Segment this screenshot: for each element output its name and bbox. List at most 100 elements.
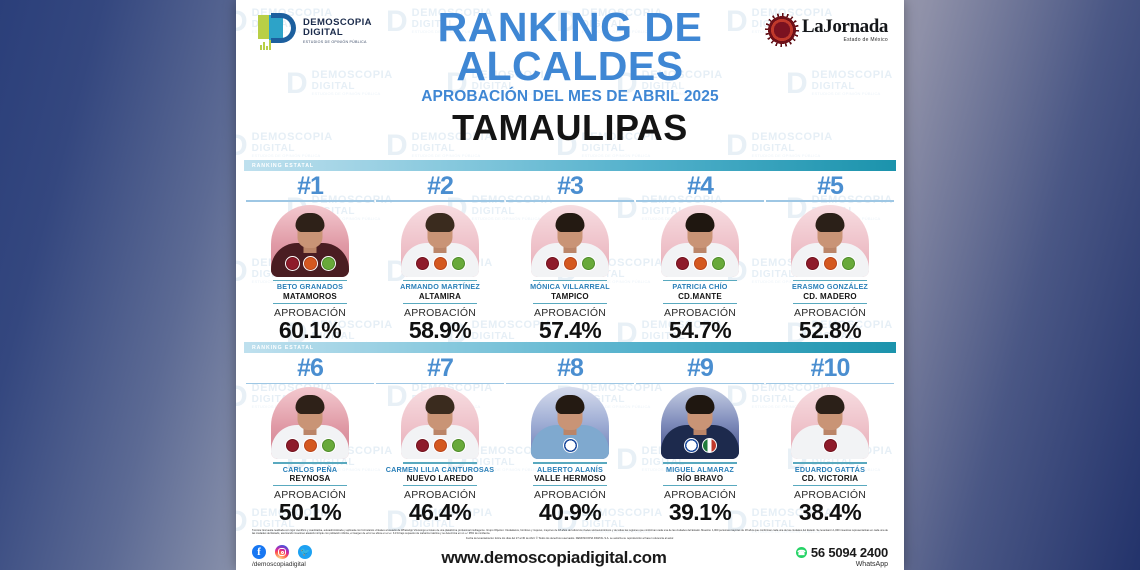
fineprint-rights: Fecha de levantamiento: Entre los días d…: [466, 537, 674, 541]
mayor-portrait: [271, 204, 349, 277]
mayor-name: CARLOS PEÑA: [282, 464, 338, 474]
ranking-card[interactable]: #6 CARLOS PEÑA REYNOSA APROBACIÓN 50.1%: [246, 355, 374, 524]
mayor-portrait: [791, 204, 869, 277]
city-divider: [273, 484, 347, 487]
party-logo-pt: [692, 255, 708, 271]
city-name: CD. VICTORIA: [801, 473, 859, 483]
party-logo-pt: [302, 438, 318, 454]
mayor-portrait: [401, 204, 479, 277]
rank-divider: [766, 200, 894, 202]
approval-value: 60.1%: [278, 316, 342, 343]
name-divider: [403, 279, 477, 282]
mayor-name: EDUARDO GATTÁS: [794, 464, 866, 474]
page-subtitle: APROBACIÓN DEL MES DE ABRIL 2025: [421, 88, 719, 106]
mayor-portrait: [661, 204, 739, 277]
approval-label: APROBACIÓN: [273, 306, 346, 319]
rank-number: #2: [427, 172, 454, 200]
city-name: REYNOSA: [289, 473, 331, 483]
mayor-name: MÓNICA VILLARREAL: [530, 282, 610, 292]
rank-number: #8: [557, 354, 584, 383]
party-logo-pan: [562, 438, 578, 454]
ranking-card[interactable]: #4 PATRICIA CHÍO CD.MANTE APROBACIÓN 54.7%: [636, 173, 764, 342]
party-logos: [271, 255, 349, 271]
name-divider: [533, 462, 607, 464]
rank-number: #9: [687, 354, 714, 383]
ranking-card[interactable]: #9 MIGUEL ALMARAZ RÍO BRAVO APROBACIÓN 39.1%: [636, 355, 764, 524]
city-divider: [793, 302, 867, 304]
ranking-card[interactable]: #10 EDUARDO GATTÁS CD. VICTORIA APROBACIÓN 3…: [766, 355, 894, 524]
approval-value: 40.9%: [538, 499, 602, 526]
approval-value: 54.7%: [668, 316, 732, 343]
party-logos: [661, 255, 739, 271]
social-links: [252, 545, 312, 560]
methodology-fineprint: Técnica: Encuesta realizada con rigor ci…: [236, 529, 904, 541]
ranking-card[interactable]: #8 ALBERTO ALANÍS VALLE HERMOSO APROBACIÓN 4…: [506, 355, 634, 524]
party-logo-pvem: [580, 255, 596, 271]
bottom-bar: /demoscopiadigital www.demoscopiadigital…: [236, 541, 904, 568]
ranking-card[interactable]: #3 MÓNICA VILLARREAL TAMPICO APROBACIÓN 57.4…: [506, 173, 634, 342]
approval-label: APROBACIÓN: [663, 489, 736, 502]
party-logo-pvem: [320, 438, 336, 454]
ranking-card-row: #6 CARLOS PEÑA REYNOSA APROBACIÓN 50.1% #7 CAR…: [236, 355, 904, 524]
city-name: CD. MADERO: [803, 291, 857, 301]
phone-row[interactable]: 56 5094 2400: [795, 545, 888, 561]
ranking-band-label: RANKING ESTATAL: [252, 344, 314, 351]
ranking-card[interactable]: #2 ARMANDO MARTÍNEZ ALTAMIRA APROBACIÓN 58.9…: [376, 173, 504, 342]
mayor-name: ARMANDO MARTÍNEZ: [400, 282, 480, 292]
phone-label: WhatsApp: [855, 561, 888, 569]
approval-value: 58.9%: [408, 316, 472, 343]
contact-block: 56 5094 2400 WhatsApp: [795, 545, 888, 569]
party-logo-morena: [804, 255, 820, 271]
party-logo-pvem: [450, 438, 466, 454]
mayor-portrait: [791, 387, 869, 460]
ranking-section: RANKING ESTATAL #1 BETO GRANADOS MATAMOROS A…: [236, 160, 904, 342]
mayor-portrait: [271, 387, 349, 460]
party-logos: [401, 438, 479, 454]
rank-divider: [636, 200, 764, 202]
twitter-icon[interactable]: [298, 545, 312, 560]
mayor-portrait: [661, 387, 739, 460]
party-logos: [531, 255, 609, 271]
instagram-icon[interactable]: [275, 545, 289, 560]
approval-value: 46.4%: [408, 499, 472, 526]
ranking-card[interactable]: #5 ERASMO GONZÁLEZ CD. MADERO APROBACIÓN 52.…: [766, 173, 894, 342]
city-name: ALTAMIRA: [418, 291, 462, 301]
party-logo-pvem: [320, 255, 336, 271]
party-logo-pt: [432, 255, 448, 271]
name-divider: [663, 279, 737, 282]
lajornada-logo-edition: Estado de México: [843, 37, 888, 43]
approval-value: 52.8%: [798, 316, 862, 343]
fineprint-body: Técnica: Encuesta realizada con rigor ci…: [252, 528, 888, 536]
party-logo-pvem: [840, 255, 856, 271]
social-handle: /demoscopiadigital: [252, 561, 306, 569]
header: DEMOSCOPIA DIGITAL ESTUDIOS DE OPINIÓN P…: [236, 0, 904, 160]
ranking-card[interactable]: #7 CARMEN LILIA CANTUROSAS NUEVO LAREDO APR…: [376, 355, 504, 524]
approval-label: APROBACIÓN: [663, 306, 736, 319]
party-logo-pt: [562, 255, 578, 271]
party-logos: [271, 438, 349, 454]
footer: Técnica: Encuesta realizada con rigor ci…: [236, 529, 904, 568]
phone-number: 56 5094 2400: [810, 545, 888, 561]
rank-divider: [246, 200, 374, 202]
party-logos: [791, 438, 869, 454]
party-logo-morena: [414, 255, 430, 271]
mayor-name: ERASMO GONZÁLEZ: [791, 282, 869, 292]
rank-divider: [636, 382, 764, 385]
city-name: MATAMOROS: [283, 291, 337, 301]
website-url[interactable]: www.demoscopiadigital.com: [441, 548, 667, 568]
rank-divider: [376, 382, 504, 385]
lajornada-logo-name: LaJornada: [801, 16, 889, 37]
city-divider: [273, 302, 347, 304]
rank-number: #6: [297, 354, 324, 383]
name-divider: [533, 279, 607, 282]
name-divider: [273, 279, 347, 282]
name-divider: [663, 462, 737, 464]
facebook-icon[interactable]: [252, 545, 266, 560]
city-divider: [403, 484, 477, 487]
party-logo-morena: [544, 255, 560, 271]
party-logo-pt: [822, 255, 838, 271]
approval-value: 38.4%: [798, 499, 862, 526]
demoscopia-logo-name: DEMOSCOPIA: [303, 17, 372, 29]
ranking-card[interactable]: #1 BETO GRANADOS MATAMOROS APROBACIÓN 60.1%: [246, 173, 374, 342]
